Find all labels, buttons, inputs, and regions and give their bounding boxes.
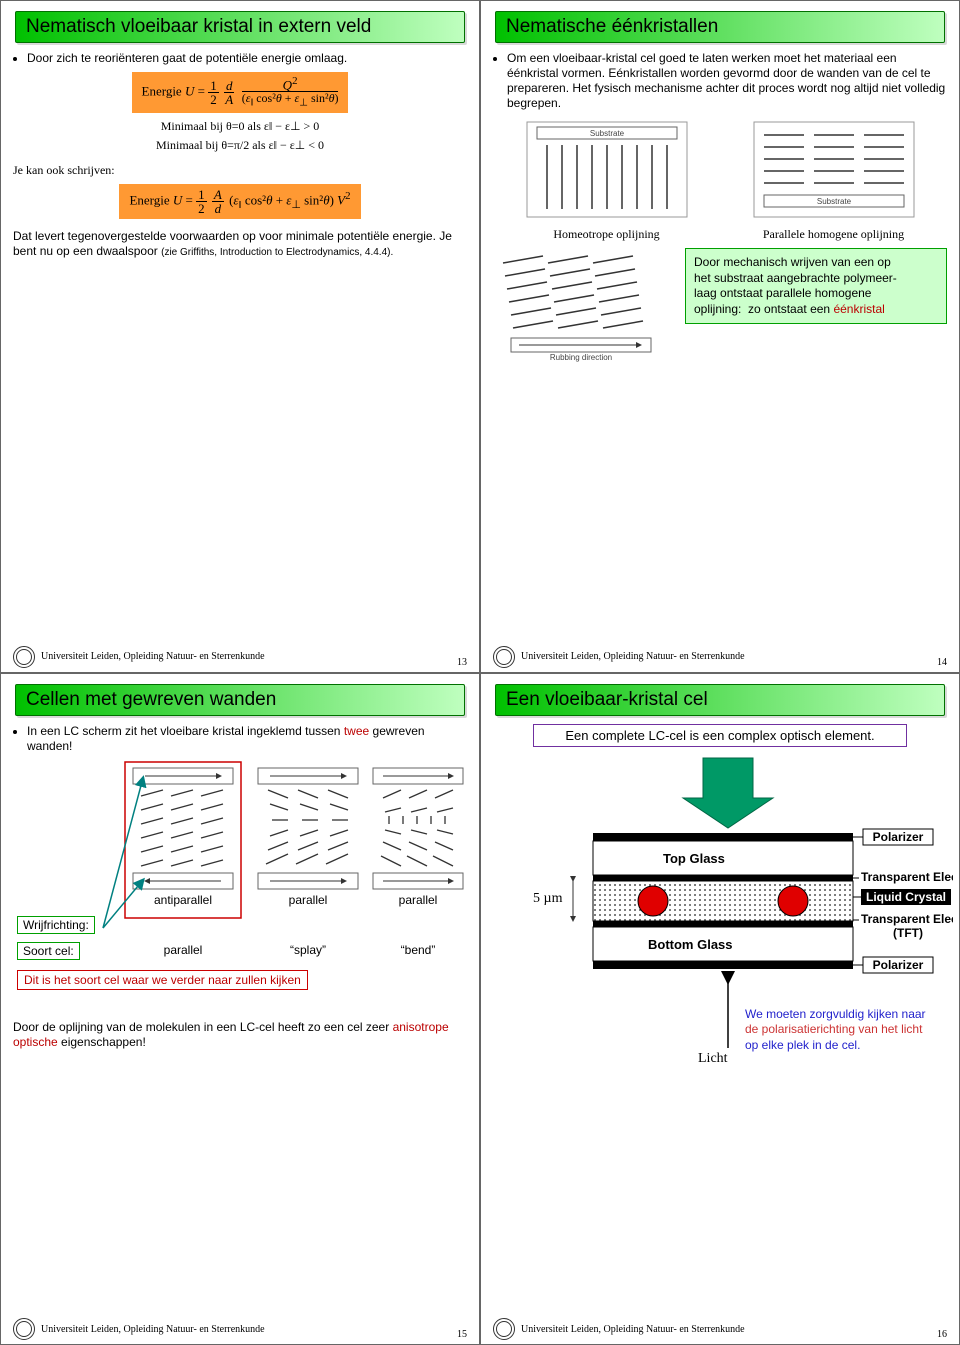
seal-icon <box>493 646 515 668</box>
col3-top: parallel <box>399 893 438 907</box>
page-number: 15 <box>457 1329 467 1340</box>
col1-mid: parallel <box>164 943 203 957</box>
closing-2: eigenschappen! <box>58 1035 146 1049</box>
polarizer-top: Polarizer <box>873 830 924 844</box>
col2-top: parallel <box>289 893 328 907</box>
col1-top: antiparallel <box>154 893 212 907</box>
slide-title: Nematische éénkristallen <box>495 11 945 43</box>
bullet-twee: twee <box>344 724 369 738</box>
box-l2: het substraat aangebrachte polymeer- <box>694 271 938 287</box>
closing: Door de oplijning van de molekulen in ee… <box>13 1020 467 1051</box>
lc-label: Liquid Crystal <box>866 890 946 904</box>
formula-2-wrap: Energie U = 1 2 A d (ε‖ cos²θ + ε⊥ sin²θ… <box>13 184 467 219</box>
slide-14: Nematische éénkristallen Om een vloeibaa… <box>480 0 960 673</box>
minpi2-text: Minimaal bij θ=π/2 als ε‖ − ε⊥ < 0 <box>156 138 324 152</box>
diagram-area: antiparallel parallel parallel parallel … <box>13 758 467 1018</box>
closing-ref: (zie Griffiths, Introduction to Electrod… <box>161 247 393 258</box>
footer-text: Universiteit Leiden, Opleiding Natuur- e… <box>41 651 265 662</box>
homeotrope-svg: Substrate <box>522 117 692 222</box>
min-theta-0: Minimaal bij θ=0 als ε‖ − ε⊥ > 0 <box>13 119 467 134</box>
green-note-box: Door mechanisch wrijven van een op het s… <box>685 248 947 324</box>
rubbed-svg: Rubbing direction <box>493 248 673 368</box>
substrate-label: Substrate <box>589 129 624 138</box>
min0-text: Minimaal bij θ=0 als ε‖ − ε⊥ > 0 <box>161 119 320 133</box>
bullet-list: Door zich te reoriënteren gaat de potent… <box>27 51 467 66</box>
rubdir-label: Rubbing direction <box>550 353 612 362</box>
footer-text: Universiteit Leiden, Opleiding Natuur- e… <box>41 1324 265 1335</box>
slide-title: Cellen met gewreven wanden <box>15 684 465 716</box>
bullet: Om een vloeibaar-kristal cel goed te lat… <box>507 51 947 111</box>
bullet-part1: In een LC scherm zit het vloeibare krist… <box>27 724 344 738</box>
dit-note: Dit is het soort cel waar we verder naar… <box>17 970 308 990</box>
formula-1-wrap: Energie U = 1 2 d A Q2 (ε‖ cos²θ + ε⊥ si… <box>13 72 467 113</box>
trel-bot: Transparent Electrode <box>861 912 953 926</box>
formula-1: Energie U = 1 2 d A Q2 (ε‖ cos²θ + ε⊥ si… <box>132 72 349 113</box>
page-number: 14 <box>937 657 947 668</box>
bottom-row: Rubbing direction Door mechanisch wrijve… <box>493 248 947 368</box>
slide-title: Een vloeibaar-kristal cel <box>495 684 945 716</box>
incoming-arrow-icon <box>683 758 773 828</box>
subtitle-box: Een complete LC-cel is een complex optis… <box>533 724 907 747</box>
closing-para: Dat levert tegenovergestelde voorwaarden… <box>13 229 467 260</box>
page: Nematisch vloeibaar kristal in extern ve… <box>0 0 960 1345</box>
caption-parallel: Parallele homogene oplijning <box>749 227 919 242</box>
five-um: 5 µm <box>533 891 562 907</box>
formula-2: Energie U = 1 2 A d (ε‖ cos²θ + ε⊥ sin²θ… <box>119 184 360 219</box>
substrate-label: Substrate <box>816 197 851 206</box>
note-l1: We moeten zorgvuldig kijken naar <box>745 1007 926 1023</box>
slide-15: Cellen met gewreven wanden In een LC sch… <box>0 673 480 1345</box>
trel-top: Transparent Electrode <box>861 870 953 884</box>
slide-grid: Nematisch vloeibaar kristal in extern ve… <box>0 0 960 1345</box>
box-l3: laag ontstaat parallele homogene <box>694 286 938 302</box>
parallel-svg: Substrate <box>749 117 919 222</box>
seal-icon <box>13 1318 35 1340</box>
footer: Universiteit Leiden, Opleiding Natuur- e… <box>13 1318 265 1340</box>
footer-text: Universiteit Leiden, Opleiding Natuur- e… <box>521 1324 745 1335</box>
closing-1: Door de oplijning van de molekulen in ee… <box>13 1020 393 1034</box>
slide-16: Een vloeibaar-kristal cel Een complete L… <box>480 673 960 1345</box>
box-l4: oplijning: zo ontstaat een éénkristal <box>694 302 938 318</box>
bullet-list: In een LC scherm zit het vloeibare krist… <box>27 724 467 754</box>
bullet-list: Om een vloeibaar-kristal cel goed te lat… <box>507 51 947 111</box>
jekan: Je kan ook schrijven: <box>13 163 467 178</box>
footer: Universiteit Leiden, Opleiding Natuur- e… <box>13 646 265 668</box>
slide-title: Nematisch vloeibaar kristal in extern ve… <box>15 11 465 43</box>
note-l3: op elke plek in de cel. <box>745 1038 926 1054</box>
box-l4-red: éénkristal <box>833 302 884 316</box>
fig-homeotrope: Substrate Homeotrope oplijning <box>522 117 692 242</box>
polarizer-bot: Polarizer <box>873 958 924 972</box>
bullet: Door zich te reoriënteren gaat de potent… <box>27 51 467 66</box>
topglass-label: Top Glass <box>663 851 725 866</box>
seal-icon <box>13 646 35 668</box>
fig-parallel: Substrate Parallele homogene oplijning <box>749 117 919 242</box>
caption-homeo: Homeotrope oplijning <box>522 227 692 242</box>
seal-icon <box>493 1318 515 1340</box>
wrijf-label: Wrijfrichting: <box>17 916 95 934</box>
tft-label: (TFT) <box>893 926 923 940</box>
bottomglass-label: Bottom Glass <box>648 937 733 952</box>
col2-bot: “splay” <box>290 943 326 957</box>
slide-13: Nematisch vloeibaar kristal in extern ve… <box>0 0 480 673</box>
note-l2: de polarisatierichting van het licht <box>745 1022 926 1038</box>
cell-diagram: Top Glass Bottom Glass <box>493 753 947 1083</box>
licht-label: Licht <box>698 1051 728 1067</box>
footer: Universiteit Leiden, Opleiding Natuur- e… <box>493 1318 745 1340</box>
bullet: In een LC scherm zit het vloeibare krist… <box>27 724 467 754</box>
soort-label: Soort cel: <box>17 942 80 960</box>
min-theta-pi2: Minimaal bij θ=π/2 als ε‖ − ε⊥ < 0 <box>13 138 467 153</box>
footer: Universiteit Leiden, Opleiding Natuur- e… <box>493 646 745 668</box>
footer-text: Universiteit Leiden, Opleiding Natuur- e… <box>521 651 745 662</box>
figures-row: Substrate Homeotrope oplijning <box>493 117 947 242</box>
page-number: 16 <box>937 1329 947 1340</box>
box-l1: Door mechanisch wrijven van een op <box>694 255 938 271</box>
note-box: We moeten zorgvuldig kijken naar de pola… <box>745 1007 926 1054</box>
page-number: 13 <box>457 657 467 668</box>
col3-bot: “bend” <box>401 943 436 957</box>
